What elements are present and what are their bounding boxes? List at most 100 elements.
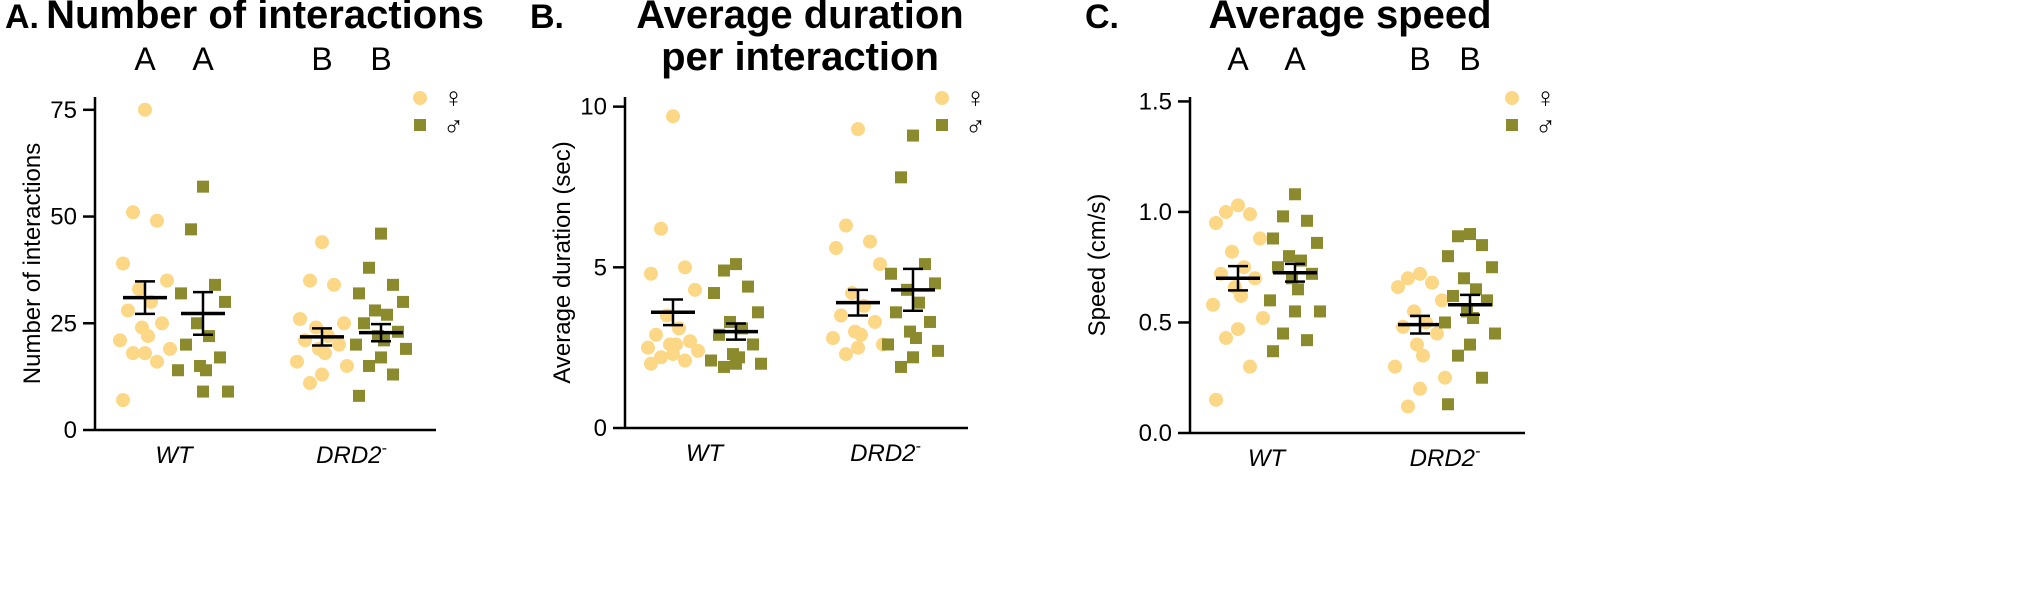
data-point-female [854, 327, 868, 342]
panel-letter: B. [530, 0, 564, 36]
data-point-male [214, 351, 226, 364]
legend: ♀♂ [413, 82, 464, 142]
data-point-male [209, 278, 221, 291]
data-point-male [755, 357, 767, 370]
data-point-female [654, 350, 668, 365]
data-point-female [1430, 326, 1444, 341]
data-point-male [1267, 232, 1279, 245]
data-point-female [126, 205, 140, 220]
data-point-male [708, 287, 720, 300]
data-point-male [1264, 294, 1276, 307]
data-point-female [315, 235, 329, 250]
data-point-male [724, 315, 736, 328]
data-point-male [718, 264, 730, 277]
y-tick-label: 75 [50, 97, 77, 124]
x-group-name: WT [1248, 445, 1288, 472]
data-point-male [1272, 261, 1284, 274]
data-point-female [327, 277, 341, 292]
data-point-female [1231, 198, 1245, 213]
panel-title: per interaction [661, 35, 939, 79]
data-point-male [1452, 230, 1464, 243]
data-point-female [1410, 337, 1424, 352]
data-point-female [678, 353, 692, 368]
data-point-male [1447, 289, 1459, 302]
legend-male-marker [414, 119, 426, 131]
data-point-male [200, 364, 212, 377]
data-point-female [1435, 293, 1449, 308]
data-point-male [1489, 327, 1501, 340]
data-point-female [666, 109, 680, 124]
data-point-male [375, 351, 387, 364]
y-tick-label: 10 [580, 94, 607, 121]
legend-female-marker [935, 91, 949, 105]
data-point-female [1209, 216, 1223, 230]
data-point-male [369, 304, 381, 317]
data-point-female [318, 346, 332, 361]
data-point-female [303, 273, 317, 288]
significance-letter: A [1227, 41, 1249, 77]
data-point-male [1470, 283, 1482, 296]
data-point-female [834, 308, 848, 323]
data-point-female [1416, 348, 1430, 363]
data-point-male [1464, 228, 1476, 241]
legend-female-marker [1505, 91, 1519, 105]
data-point-female [873, 257, 887, 272]
x-group-label: DRD2- [1410, 443, 1481, 472]
data-point-female [1413, 381, 1427, 396]
data-point-male [1301, 334, 1313, 347]
data-point-female [863, 234, 877, 249]
data-point-female [163, 341, 177, 356]
panel-c: C. Average speed 0.0 0.5 1.0 1.5 Speed (cm/s) W… [1084, 0, 1556, 472]
legend-male-label: ♂ [965, 111, 986, 142]
x-group-name: DRD2 [1410, 445, 1475, 472]
data-point-female [1253, 231, 1267, 246]
data-point-male [1277, 327, 1289, 340]
data-point-female [332, 337, 346, 352]
data-point-male [907, 129, 919, 142]
data-point-female [1413, 266, 1427, 281]
data-point-female [113, 333, 127, 348]
x-group-label: DRD2- [316, 440, 387, 469]
data-point-male [203, 330, 215, 343]
data-point-female [340, 358, 354, 373]
data-point-male [924, 315, 936, 328]
data-point-male [910, 332, 922, 345]
data-point-female [132, 282, 146, 297]
data-point-female [654, 221, 668, 236]
data-point-female [150, 213, 164, 228]
y-tick-label: 25 [50, 310, 77, 337]
data-point-male [1283, 250, 1295, 263]
data-point-male [1442, 250, 1454, 263]
data-point-male [353, 389, 365, 402]
data-point-male [929, 277, 941, 290]
data-point-male [1289, 188, 1301, 201]
panel-letter: C. [1085, 0, 1119, 36]
data-point-male [358, 317, 370, 330]
data-point-female [150, 354, 164, 369]
data-point-male [1311, 236, 1323, 249]
data-point-male [197, 385, 209, 398]
y-tick-label: 50 [50, 204, 77, 231]
y-tick-label: 1.0 [1139, 199, 1172, 226]
x-group-superscript: - [916, 438, 921, 455]
data-point-female [644, 266, 658, 281]
y-axis-label: Speed (cm/s) [1084, 194, 1111, 337]
data-point-male [353, 287, 365, 300]
data-point-female [116, 256, 130, 271]
data-point-male [1476, 239, 1488, 252]
data-point-female [644, 356, 658, 371]
data-point-female [1243, 207, 1257, 222]
data-point-male [350, 338, 362, 351]
x-group-label: WT [1248, 445, 1288, 472]
data-point-female [829, 241, 843, 256]
data-point-male [1486, 261, 1498, 274]
x-group-name: DRD2 [316, 442, 381, 469]
data-point-female [141, 329, 155, 344]
data-point-male [172, 364, 184, 377]
data-point-female [1225, 244, 1239, 259]
significance-letter: B [1459, 41, 1480, 77]
data-point-male [387, 368, 399, 381]
data-point-female [1206, 297, 1220, 312]
